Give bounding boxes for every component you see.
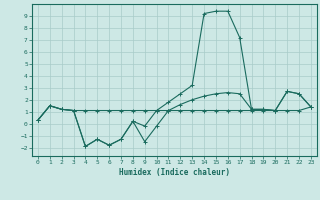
X-axis label: Humidex (Indice chaleur): Humidex (Indice chaleur): [119, 168, 230, 177]
